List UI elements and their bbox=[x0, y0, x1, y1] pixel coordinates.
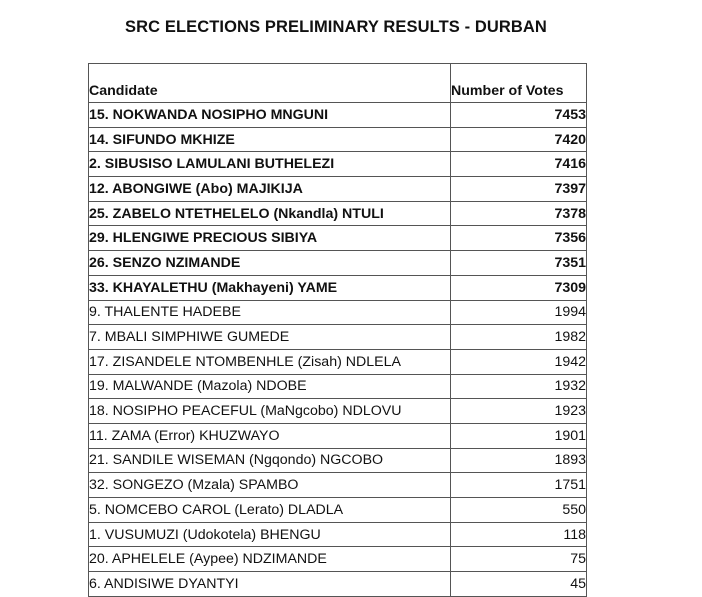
table-row: 1. VUSUMUZI (Udokotela) BHENGU 118 bbox=[88, 521, 587, 548]
table-row: 32. SONGEZO (Mzala) SPAMBO 1751 bbox=[88, 472, 587, 498]
candidate-name-cell: 9. THALENTE HADEBE bbox=[88, 299, 451, 326]
vote-count-cell: 7453 bbox=[450, 102, 587, 128]
vote-count-cell: 7420 bbox=[450, 126, 587, 153]
vote-count-cell: 1923 bbox=[450, 398, 587, 424]
vote-count-cell: 1994 bbox=[450, 299, 587, 326]
table-row: 7. MBALI SIMPHIWE GUMEDE 1982 bbox=[88, 324, 587, 350]
table-row: 6. ANDISIWE DYANTYI 45 bbox=[88, 571, 587, 597]
candidate-name-cell: 11. ZAMA (Error) KHUZWAYO bbox=[88, 422, 451, 449]
table-row: 2. SIBUSISO LAMULANI BUTHELEZI 7416 bbox=[88, 151, 587, 178]
candidate-name-cell: 5. NOMCEBO CAROL (Lerato) DLADLA bbox=[88, 497, 451, 523]
table-row: 19. MALWANDE (Mazola) NDOBE 1932 bbox=[88, 373, 587, 400]
candidate-name-cell: 6. ANDISIWE DYANTYI bbox=[88, 571, 451, 597]
candidate-name-cell: 19. MALWANDE (Mazola) NDOBE bbox=[88, 373, 451, 400]
vote-count-cell: 1942 bbox=[450, 348, 587, 375]
table-row: 15. NOKWANDA NOSIPHO MNGUNI 7453 bbox=[88, 102, 587, 128]
vote-count-cell: 45 bbox=[450, 571, 587, 597]
candidate-name-cell: 25. ZABELO NTETHELELO (Nkandla) NTULI bbox=[88, 200, 451, 227]
vote-count-cell: 1751 bbox=[450, 472, 587, 498]
vote-count-cell: 550 bbox=[450, 497, 587, 523]
vote-count-cell: 7351 bbox=[450, 250, 587, 276]
table-row: 20. APHELELE (Aypee) NDZIMANDE 75 bbox=[88, 546, 587, 573]
vote-count-cell: 1901 bbox=[450, 422, 587, 449]
table-row: 17. ZISANDELE NTOMBENHLE (Zisah) NDLELA 1… bbox=[88, 348, 587, 375]
candidate-name-cell: 32. SONGEZO (Mzala) SPAMBO bbox=[88, 472, 451, 498]
candidate-name-cell: 29. HLENGIWE PRECIOUS SIBIYA bbox=[88, 225, 451, 252]
vote-count-cell: 1893 bbox=[450, 447, 587, 474]
results-table: Candidate Number of Votes 15. NOKWANDA N… bbox=[88, 63, 587, 597]
table-row: 33. KHAYALETHU (Makhayeni) YAME 7309 bbox=[88, 274, 587, 301]
candidate-name-cell: 12. ABONGIWE (Abo) MAJIKIJA bbox=[88, 176, 451, 202]
vote-count-cell: 75 bbox=[450, 546, 587, 573]
table-row: 26. SENZO NZIMANDE 7351 bbox=[88, 250, 587, 276]
candidate-name-cell: 33. KHAYALETHU (Makhayeni) YAME bbox=[88, 274, 451, 301]
candidate-column-header: Candidate bbox=[88, 63, 451, 103]
table-row: 14. SIFUNDO MKHIZE 7420 bbox=[88, 126, 587, 153]
table-row: 12. ABONGIWE (Abo) MAJIKIJA 7397 bbox=[88, 176, 587, 202]
candidate-name-cell: 26. SENZO NZIMANDE bbox=[88, 250, 451, 276]
vote-count-cell: 7397 bbox=[450, 176, 587, 202]
table-row: 29. HLENGIWE PRECIOUS SIBIYA 7356 bbox=[88, 225, 587, 252]
vote-count-cell: 7356 bbox=[450, 225, 587, 252]
vote-count-cell: 7378 bbox=[450, 200, 587, 227]
results-table-body: 15. NOKWANDA NOSIPHO MNGUNI 7453 14. SIFUN… bbox=[88, 102, 587, 597]
candidate-name-cell: 20. APHELELE (Aypee) NDZIMANDE bbox=[88, 546, 451, 573]
table-row: 21. SANDILE WISEMAN (Ngqondo) NGCOBO 1893 bbox=[88, 447, 587, 474]
table-row: 5. NOMCEBO CAROL (Lerato) DLADLA 550 bbox=[88, 497, 587, 523]
candidate-name-cell: 17. ZISANDELE NTOMBENHLE (Zisah) NDLELA bbox=[88, 348, 451, 375]
candidate-name-cell: 1. VUSUMUZI (Udokotela) BHENGU bbox=[88, 521, 451, 548]
table-row: 18. NOSIPHO PEACEFUL (MaNgcobo) NDLOVU 19… bbox=[88, 398, 587, 424]
candidate-name-cell: 15. NOKWANDA NOSIPHO MNGUNI bbox=[88, 102, 451, 128]
vote-count-cell: 7309 bbox=[450, 274, 587, 301]
vote-count-cell: 7416 bbox=[450, 151, 587, 178]
vote-count-cell: 118 bbox=[450, 521, 587, 548]
votes-column-header: Number of Votes bbox=[450, 63, 587, 103]
table-row: 11. ZAMA (Error) KHUZWAYO 1901 bbox=[88, 422, 587, 449]
vote-count-cell: 1932 bbox=[450, 373, 587, 400]
candidate-name-cell: 2. SIBUSISO LAMULANI BUTHELEZI bbox=[88, 151, 451, 178]
table-row: 9. THALENTE HADEBE 1994 bbox=[88, 299, 587, 326]
table-row: 25. ZABELO NTETHELELO (Nkandla) NTULI 737… bbox=[88, 200, 587, 227]
candidate-name-cell: 14. SIFUNDO MKHIZE bbox=[88, 126, 451, 153]
vote-count-cell: 1982 bbox=[450, 324, 587, 350]
candidate-name-cell: 18. NOSIPHO PEACEFUL (MaNgcobo) NDLOVU bbox=[88, 398, 451, 424]
candidate-name-cell: 21. SANDILE WISEMAN (Ngqondo) NGCOBO bbox=[88, 447, 451, 474]
table-header-row: Candidate Number of Votes bbox=[88, 63, 587, 103]
candidate-name-cell: 7. MBALI SIMPHIWE GUMEDE bbox=[88, 324, 451, 350]
document-title: SRC ELECTIONS PRELIMINARY RESULTS - DURB… bbox=[125, 18, 547, 36]
